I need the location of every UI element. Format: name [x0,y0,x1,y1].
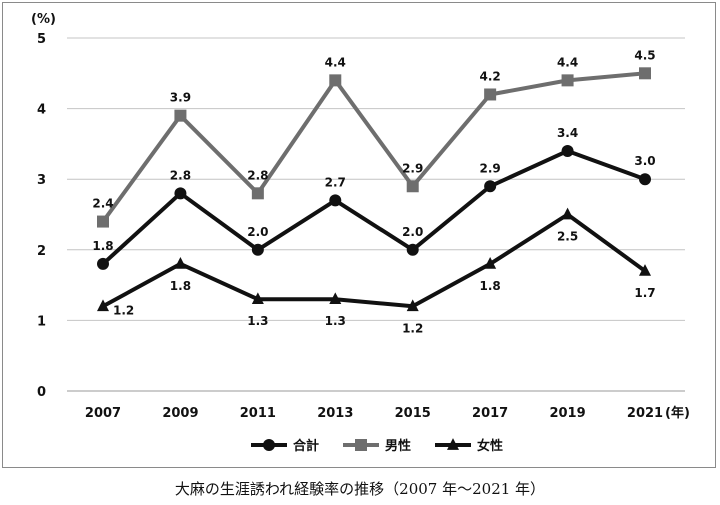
series-line-square [101,71,646,223]
data-label: 4.4 [325,55,346,69]
data-point-square [329,74,342,87]
data-label: 3.9 [170,91,191,105]
data-label: 3.4 [557,126,578,140]
data-label: 2.8 [170,168,191,182]
data-point-triangle [561,207,574,220]
data-label: 2.7 [325,175,346,189]
data-point-circle [561,144,574,157]
data-label: 2.0 [247,225,268,239]
data-point-square [406,180,419,193]
data-point-circle [639,173,651,186]
data-label: 2.9 [480,161,501,175]
data-point-triangle [97,299,109,312]
data-label: 2.0 [402,225,423,239]
x-tick-label: 2013 [317,406,353,421]
data-label: 4.5 [634,48,655,62]
y-tick-label: 2 [37,244,46,259]
data-point-circle [97,257,109,270]
x-tick-label: 2017 [472,406,508,421]
data-point-circle [174,187,187,200]
x-tick-label: 2019 [549,406,585,421]
data-point-square [639,67,651,80]
y-tick-label: 1 [37,314,46,329]
legend-label: 男性 [385,438,411,454]
data-point-triangle [329,292,342,305]
y-tick-label: 4 [37,103,46,118]
data-point-triangle [174,257,187,269]
chart-caption: 大麻の生涯誘われ経験率の推移（2007 年〜2021 年） [174,480,546,498]
data-label: 1.3 [325,314,346,328]
legend-marker-circle [263,439,275,451]
series-line-triangle [102,212,647,309]
data-label: 4.4 [557,55,578,69]
data-point-square [174,109,187,122]
data-label: 1.8 [170,279,191,293]
data-point-square [251,187,264,200]
data-point-circle [329,194,342,207]
data-label: 1.8 [480,279,501,293]
data-label: 2.8 [247,168,268,182]
data-point-triangle [251,292,264,305]
legend-label: 合計 [293,438,319,454]
data-label: 3.0 [634,154,655,168]
series-line-circle [101,148,646,266]
data-point-square [484,88,497,101]
data-label: 1.2 [402,321,423,335]
data-point-square [97,215,109,228]
data-point-triangle [639,264,651,276]
y-tick-label: 3 [37,173,46,188]
x-tick-label: 2007 [85,406,121,421]
data-label: 2.9 [402,161,423,175]
chart-frame: 0 1 2 3 4 5 (%) 2007 2009 2011 2013 2015 2017 2019 202… [2,2,716,468]
data-point-circle [251,243,264,256]
data-label: 1.7 [634,286,655,300]
data-label: 1.3 [247,314,268,328]
data-point-triangle [406,299,419,312]
data-label: 2.4 [92,197,113,211]
data-point-circle [406,243,419,256]
data-label: 1.2 [113,303,134,317]
x-tick-label: 2021 [627,406,663,421]
data-label: 1.8 [92,239,113,253]
data-label: 2.5 [557,230,578,244]
x-tick-label: 2011 [240,406,276,421]
x-unit-label: (年) [665,405,690,421]
data-point-circle [484,180,497,193]
y-tick-label: 5 [37,32,46,47]
data-label: 4.2 [480,69,501,83]
y-tick-label: 0 [37,385,46,400]
y-unit-label: (%) [31,12,56,27]
data-point-triangle [484,257,497,269]
legend-label: 女性 [477,438,503,454]
legend-marker-triangle [447,438,459,450]
x-tick-label: 2015 [395,406,431,421]
data-point-square [561,74,574,87]
x-tick-label: 2009 [162,406,198,421]
legend-marker-square [355,439,367,451]
line-chart: 0 1 2 3 4 5 (%) 2007 2009 2011 2013 2015 2017 2019 202… [31,12,690,454]
